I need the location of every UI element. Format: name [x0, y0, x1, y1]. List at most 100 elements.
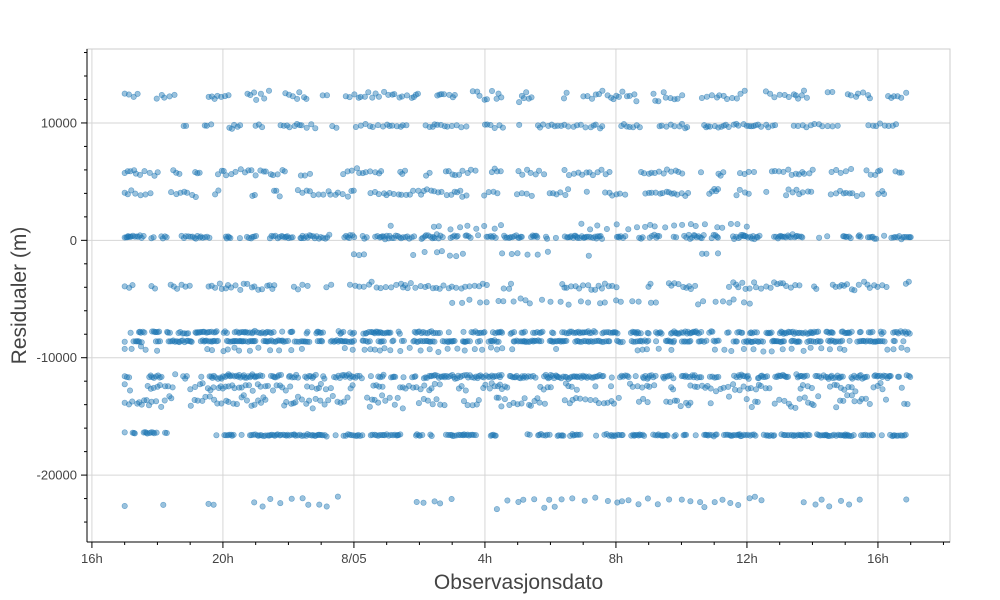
scatter-point [746, 285, 753, 292]
scatter-point [154, 169, 161, 176]
scatter-point [607, 383, 614, 390]
scatter-point [837, 169, 844, 176]
scatter-point [572, 283, 579, 290]
scatter-point [206, 373, 213, 380]
scatter-point [634, 347, 641, 354]
scatter-point [251, 283, 258, 290]
scatter-point [697, 499, 704, 506]
scatter-point [413, 498, 420, 505]
scatter-point [565, 172, 572, 179]
scatter-point [493, 506, 500, 513]
scatter-point [687, 285, 694, 292]
scatter-point [647, 221, 654, 228]
scatter-point [513, 191, 520, 198]
scatter-point [576, 285, 583, 292]
scatter-point [771, 279, 778, 286]
scatter-point [481, 329, 488, 336]
scatter-point [682, 431, 689, 438]
scatter-point [332, 191, 339, 198]
scatter-point [613, 284, 620, 291]
scatter-point [240, 392, 247, 399]
scatter-point [386, 394, 393, 401]
scatter-point [699, 250, 706, 257]
scatter-point [304, 338, 311, 345]
scatter-point [142, 191, 149, 198]
scatter-point [312, 371, 319, 378]
scatter-point [522, 297, 529, 304]
scatter-point [704, 123, 711, 130]
scatter-point [251, 499, 258, 506]
scatter-point [499, 345, 506, 352]
scatter-point [740, 299, 747, 306]
scatter-point [752, 284, 759, 291]
scatter-point [768, 329, 775, 336]
scatter-point [504, 497, 511, 504]
scatter-point [317, 329, 324, 336]
scatter-point [212, 284, 219, 291]
scatter-point [563, 89, 570, 96]
x-tick-label: 20h [212, 551, 234, 566]
scatter-point [541, 400, 548, 407]
scatter-point [799, 382, 806, 389]
scatter-point [758, 285, 765, 292]
scatter-point [701, 221, 708, 228]
scatter-point [431, 380, 438, 387]
scatter-point [672, 432, 679, 439]
scatter-point [403, 92, 410, 99]
scatter-point [839, 337, 846, 344]
scatter-point [271, 282, 278, 289]
scatter-point [399, 93, 406, 100]
scatter-point [902, 280, 909, 287]
scatter-point [387, 347, 394, 354]
scatter-point [616, 190, 623, 197]
scatter-point [493, 95, 500, 102]
scatter-point [476, 92, 483, 99]
scatter-point [259, 503, 266, 510]
scatter-point [798, 233, 805, 240]
scatter-point [431, 498, 438, 505]
scatter-point [374, 122, 381, 129]
scatter-point [570, 170, 577, 177]
scatter-point [184, 189, 191, 196]
scatter-point [719, 224, 726, 231]
scatter-point [703, 93, 710, 100]
scatter-point [320, 191, 327, 198]
scatter-point [625, 497, 632, 504]
scatter-point [493, 338, 500, 345]
scatter-point [206, 328, 213, 335]
scatter-point [746, 300, 753, 307]
scatter-point [127, 168, 134, 175]
scatter-point [877, 338, 884, 345]
scatter-point [176, 170, 183, 177]
scatter-point [629, 383, 636, 390]
scatter-point [719, 496, 726, 503]
scatter-point [171, 91, 178, 98]
scatter-point [603, 338, 610, 345]
scatter-point [671, 337, 678, 344]
scatter-point [632, 373, 639, 380]
scatter-point [577, 431, 584, 438]
scatter-point [498, 371, 505, 378]
scatter-point [482, 381, 489, 388]
scatter-point [800, 499, 807, 506]
scatter-point [206, 234, 213, 241]
scatter-point [265, 87, 272, 94]
scatter-point [487, 122, 494, 129]
scatter-point [539, 328, 546, 335]
scatter-point [836, 345, 843, 352]
scatter-point [812, 501, 819, 508]
scatter-point [203, 122, 210, 129]
scatter-point [400, 337, 407, 344]
scatter-point [212, 191, 219, 198]
scatter-point [210, 501, 217, 508]
scatter-point [544, 235, 551, 242]
scatter-point [253, 233, 260, 240]
scatter-point [585, 299, 592, 306]
scatter-point [725, 383, 732, 390]
scatter-point [168, 189, 175, 196]
scatter-point [304, 234, 311, 241]
scatter-point [740, 345, 747, 352]
scatter-point [430, 223, 437, 230]
scatter-point [606, 338, 613, 345]
scatter-point [209, 347, 216, 354]
